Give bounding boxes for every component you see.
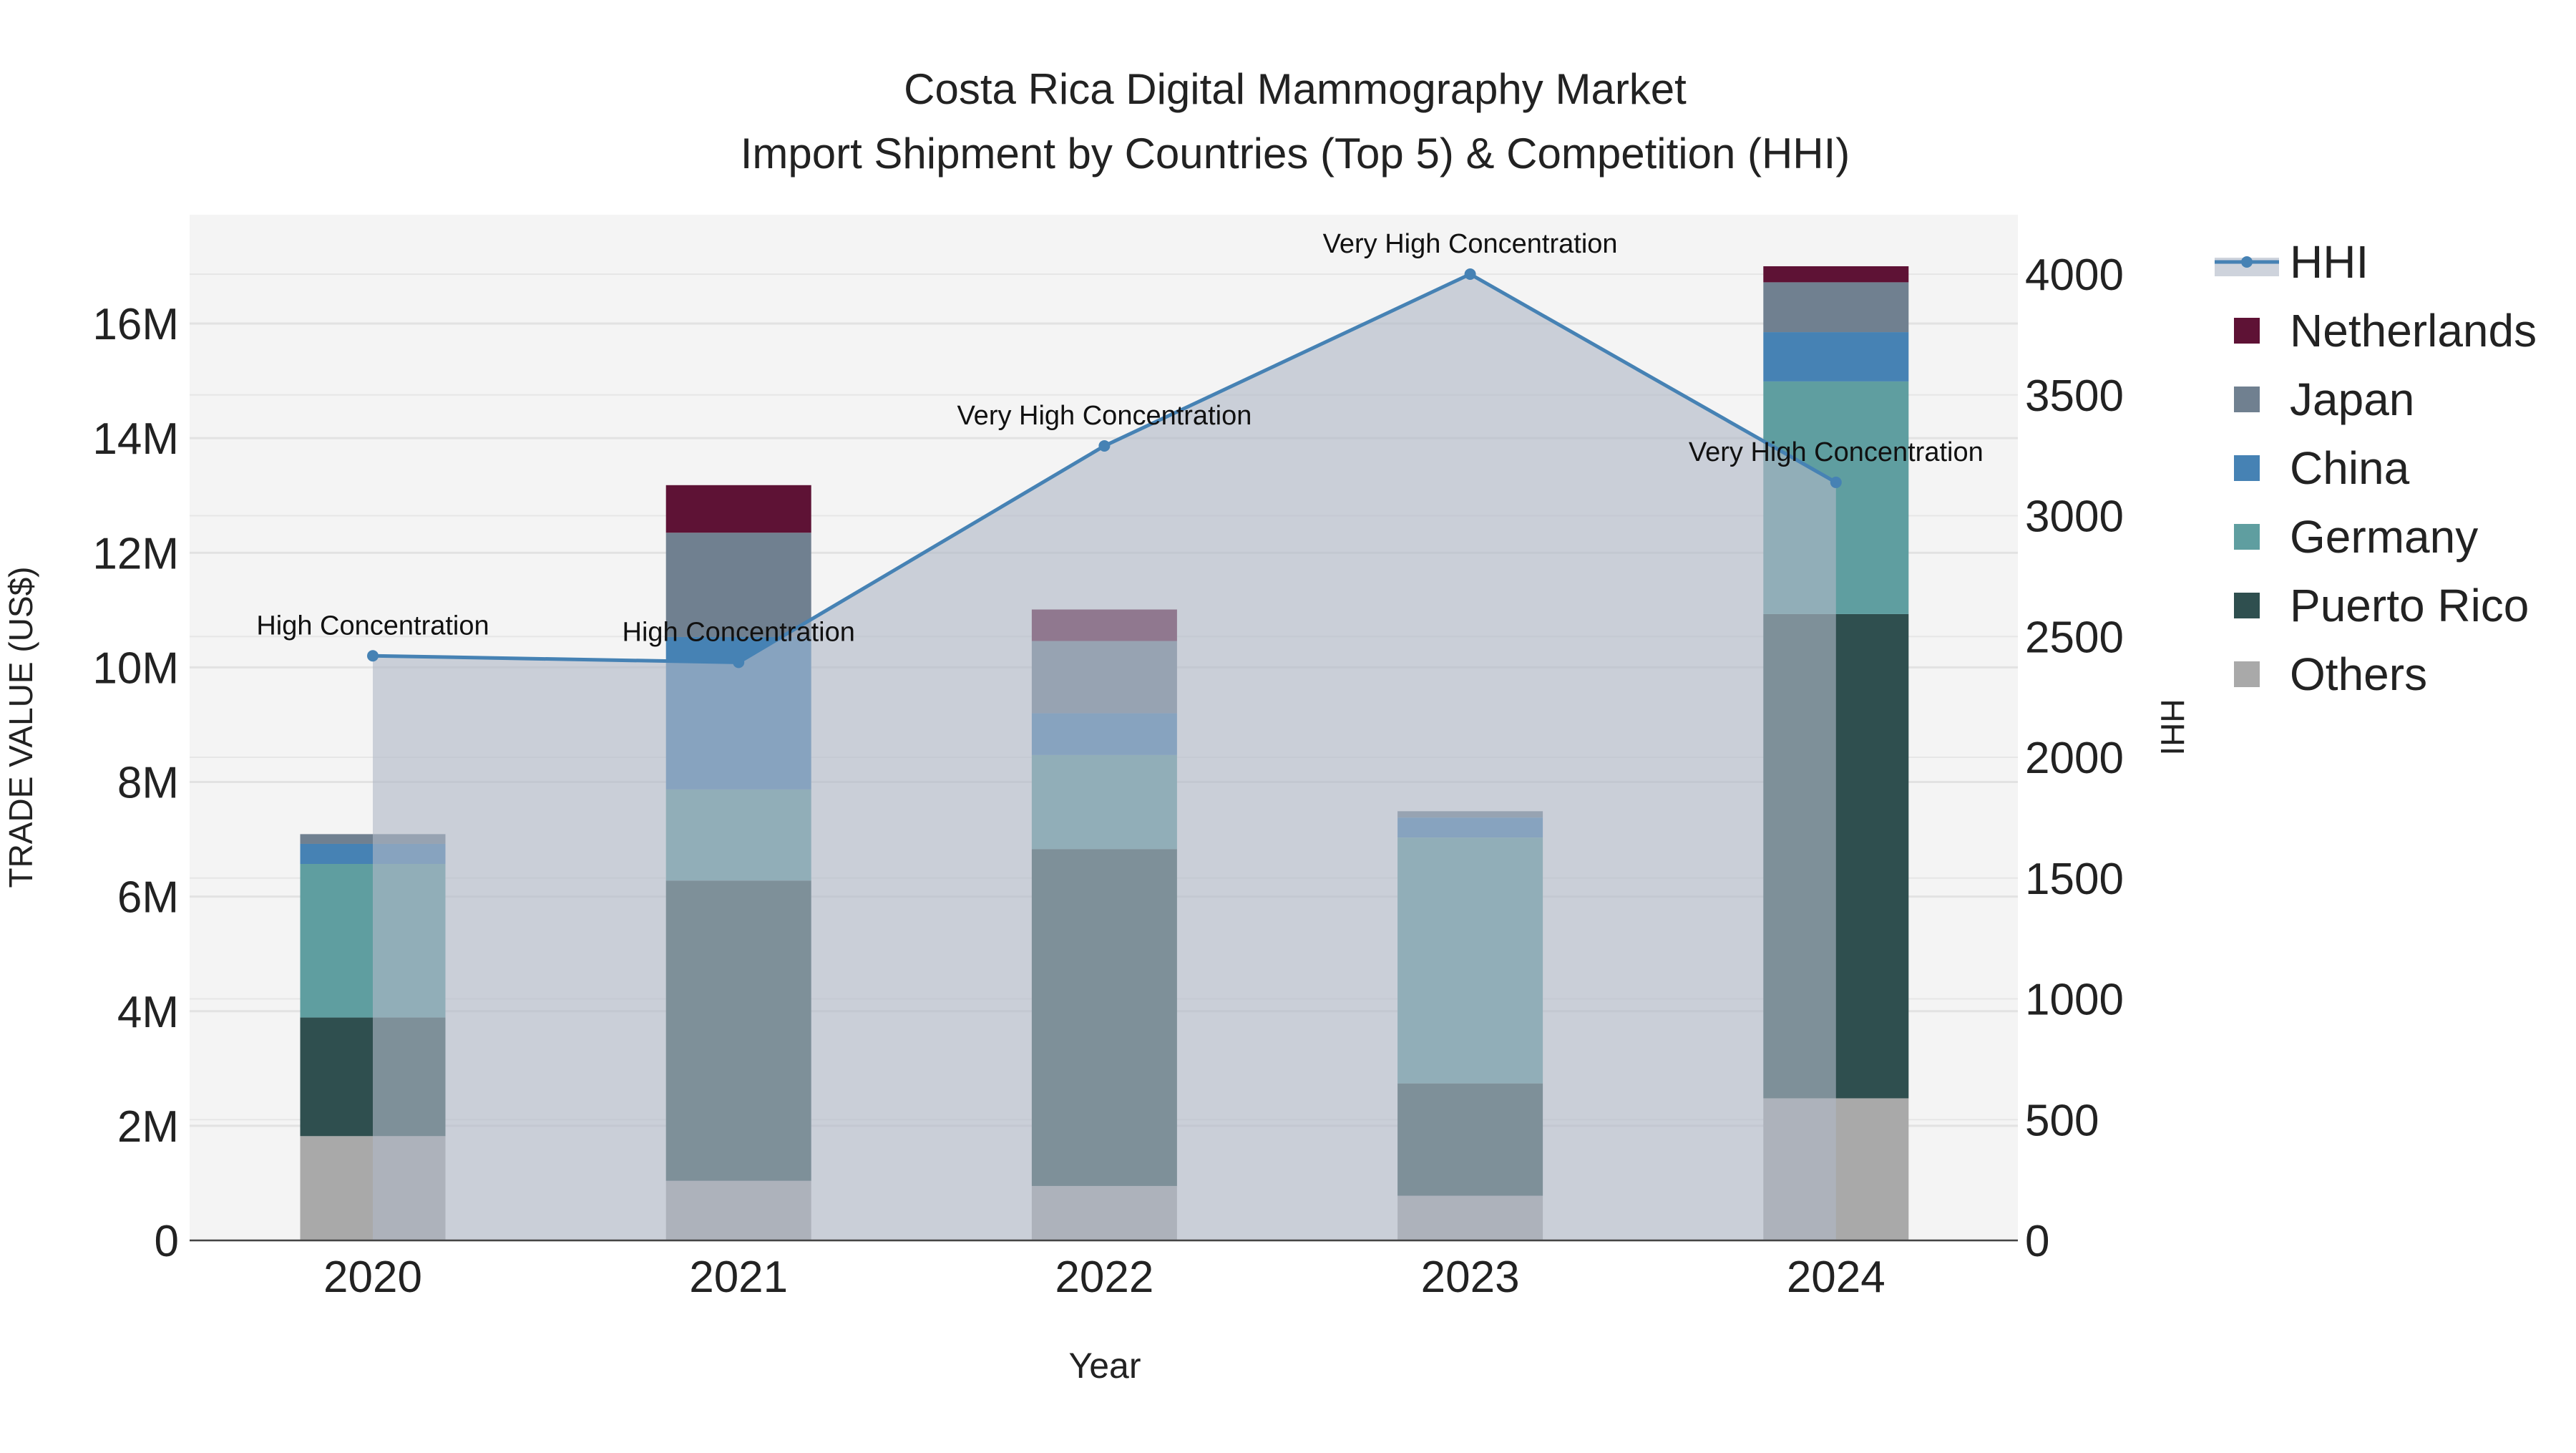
y2-tick-label: 1500 <box>2025 855 2124 904</box>
y-tick-label: 4M <box>117 988 179 1037</box>
y2-tick-label: 2500 <box>2025 613 2124 662</box>
y2-tick-label: 2000 <box>2025 734 2124 783</box>
hhi-point[interactable] <box>1464 268 1476 280</box>
x-tick-label: 2020 <box>323 1253 422 1302</box>
y-tick-label: 6M <box>117 873 179 923</box>
hhi-annotation: Very High Concentration <box>1689 437 1984 467</box>
legend-item-hhi[interactable]: HHI <box>2215 236 2368 288</box>
legend: HHI Netherlands Japan China Germany Puerto Ri… <box>2215 236 2537 700</box>
legend-item-japan[interactable]: Japan <box>2234 374 2414 425</box>
y-tick-label: 10M <box>92 643 179 693</box>
hhi-annotation: Very High Concentration <box>957 401 1252 431</box>
x-tick-label: 2023 <box>1421 1253 1520 1302</box>
bar-netherlands[interactable] <box>1763 266 1909 283</box>
legend-label: China <box>2290 442 2410 494</box>
legend-item-puerto-rico[interactable]: Puerto Rico <box>2234 580 2529 631</box>
hhi-annotation: High Concentration <box>256 611 489 641</box>
legend-swatch <box>2234 524 2260 550</box>
legend-swatch <box>2234 455 2260 481</box>
bar-japan[interactable] <box>1763 282 1909 333</box>
chart-subtitle: Import Shipment by Countries (Top 5) & C… <box>741 130 1850 178</box>
y-tick-label: 16M <box>92 300 179 349</box>
x-tick-label: 2024 <box>1787 1253 1885 1302</box>
legend-label: Others <box>2290 648 2427 700</box>
hhi-point[interactable] <box>367 650 379 662</box>
legend-label: HHI <box>2290 236 2368 288</box>
y2-tick-label: 3500 <box>2025 371 2124 421</box>
legend-item-china[interactable]: China <box>2234 442 2410 494</box>
bar-netherlands[interactable] <box>665 485 811 533</box>
hhi-point[interactable] <box>1098 439 1111 452</box>
legend-item-netherlands[interactable]: Netherlands <box>2234 305 2537 356</box>
y2-tick-label: 4000 <box>2025 251 2124 300</box>
legend-label: Japan <box>2290 374 2414 425</box>
hhi-point[interactable] <box>733 656 745 669</box>
hhi-area-fill <box>373 274 1836 1240</box>
legend-swatch <box>2234 661 2260 687</box>
legend-marker <box>2241 256 2253 268</box>
y2-axis-title: HHI <box>2154 699 2191 755</box>
legend-label: Germany <box>2290 511 2478 563</box>
y2-tick-label: 3000 <box>2025 492 2124 542</box>
x-tick-label: 2021 <box>689 1253 788 1302</box>
bar-japan[interactable] <box>665 533 811 637</box>
x-tick-label: 2022 <box>1055 1253 1153 1302</box>
legend-label: Netherlands <box>2290 305 2537 356</box>
x-axis-title: Year <box>1068 1346 1141 1386</box>
bar-china[interactable] <box>1763 332 1909 382</box>
y-tick-label: 0 <box>155 1217 179 1266</box>
legend-item-others[interactable]: Others <box>2234 648 2427 700</box>
y-tick-label: 14M <box>92 414 179 464</box>
annotations: High Concentration High Concentration Very… <box>256 229 1983 647</box>
hhi-area <box>373 274 1836 1240</box>
y2-tick-label: 0 <box>2025 1217 2049 1266</box>
x-axis-ticks: 2020 2021 2022 2023 2024 <box>323 1253 1885 1302</box>
legend-swatch <box>2234 593 2260 618</box>
y-tick-label: 12M <box>92 529 179 578</box>
legend-swatch <box>2234 387 2260 412</box>
y2-tick-label: 1000 <box>2025 976 2124 1025</box>
y-axis-ticks: 0 2M 4M 6M 8M 10M 12M 14M 16M <box>92 300 179 1266</box>
y2-tick-label: 500 <box>2025 1096 2099 1145</box>
hhi-annotation: Very High Concentration <box>1323 229 1618 259</box>
hhi-point[interactable] <box>1830 476 1842 488</box>
y-tick-label: 2M <box>117 1102 179 1152</box>
hhi-line <box>367 268 1842 669</box>
y2-axis-ticks: 0 500 1000 1500 2000 2500 3000 3500 4000 <box>2025 251 2124 1266</box>
chart-title: Costa Rica Digital Mammography Market <box>904 65 1687 113</box>
hhi-annotation: High Concentration <box>623 617 855 647</box>
legend-label: Puerto Rico <box>2290 580 2529 631</box>
legend-item-germany[interactable]: Germany <box>2234 511 2478 563</box>
legend-swatch <box>2234 318 2260 344</box>
y-axis-title: TRADE VALUE (US$) <box>2 566 39 888</box>
y-tick-label: 8M <box>117 759 179 808</box>
